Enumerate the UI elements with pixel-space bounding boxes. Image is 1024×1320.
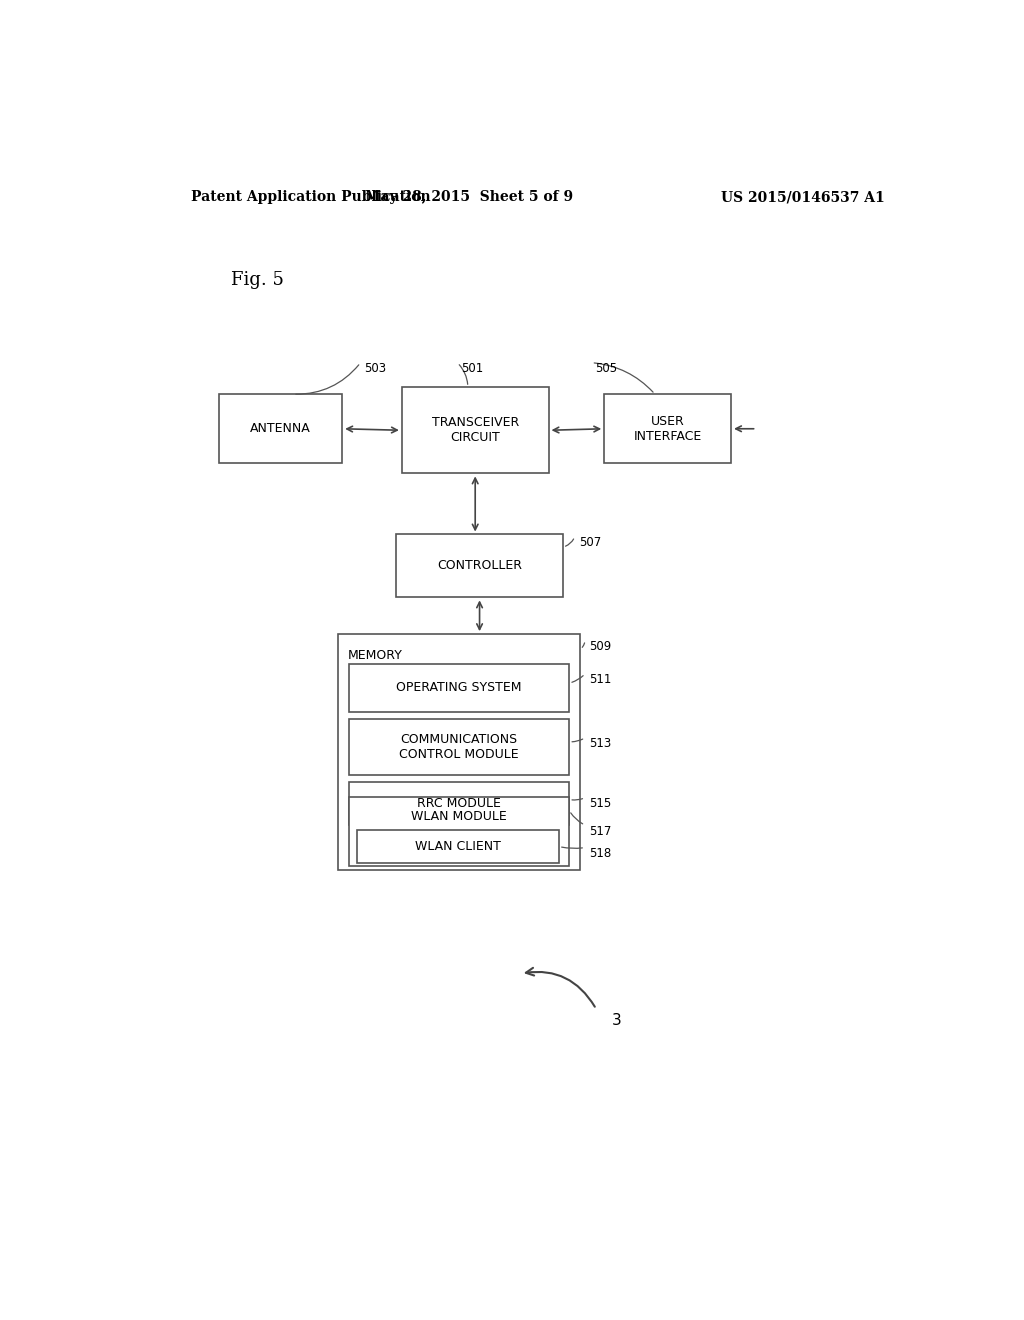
Text: 507: 507 bbox=[579, 536, 601, 549]
Text: RRC MODULE: RRC MODULE bbox=[417, 797, 501, 810]
Text: 517: 517 bbox=[589, 825, 611, 838]
Text: OPERATING SYSTEM: OPERATING SYSTEM bbox=[396, 681, 521, 694]
Text: MEMORY: MEMORY bbox=[348, 649, 402, 663]
Text: US 2015/0146537 A1: US 2015/0146537 A1 bbox=[721, 190, 885, 205]
Bar bbox=[348, 783, 569, 825]
Bar bbox=[338, 634, 581, 870]
Bar bbox=[357, 830, 559, 863]
Text: Fig. 5: Fig. 5 bbox=[231, 272, 284, 289]
Text: USER
INTERFACE: USER INTERFACE bbox=[634, 414, 701, 442]
Text: WLAN CLIENT: WLAN CLIENT bbox=[415, 840, 501, 853]
Text: 503: 503 bbox=[365, 362, 387, 375]
Bar bbox=[348, 664, 569, 713]
Text: 513: 513 bbox=[589, 738, 611, 750]
Bar bbox=[348, 719, 569, 775]
Text: 511: 511 bbox=[589, 673, 611, 686]
Bar bbox=[401, 387, 549, 474]
Bar bbox=[348, 797, 569, 866]
Text: ANTENNA: ANTENNA bbox=[251, 422, 311, 436]
Text: WLAN MODULE: WLAN MODULE bbox=[411, 810, 507, 822]
Text: 501: 501 bbox=[461, 362, 483, 375]
Bar bbox=[219, 395, 342, 463]
Text: CONTROLLER: CONTROLLER bbox=[437, 560, 522, 573]
Bar bbox=[604, 395, 731, 463]
Text: COMMUNICATIONS
CONTROL MODULE: COMMUNICATIONS CONTROL MODULE bbox=[399, 734, 519, 762]
Text: 3: 3 bbox=[612, 1012, 622, 1028]
Text: 518: 518 bbox=[589, 847, 611, 861]
Text: 515: 515 bbox=[589, 797, 611, 810]
Text: Patent Application Publication: Patent Application Publication bbox=[191, 190, 431, 205]
Text: TRANSCEIVER
CIRCUIT: TRANSCEIVER CIRCUIT bbox=[431, 416, 519, 445]
Text: May 28, 2015  Sheet 5 of 9: May 28, 2015 Sheet 5 of 9 bbox=[366, 190, 573, 205]
Text: 505: 505 bbox=[595, 362, 617, 375]
Text: 509: 509 bbox=[589, 640, 611, 653]
Bar bbox=[396, 535, 563, 598]
